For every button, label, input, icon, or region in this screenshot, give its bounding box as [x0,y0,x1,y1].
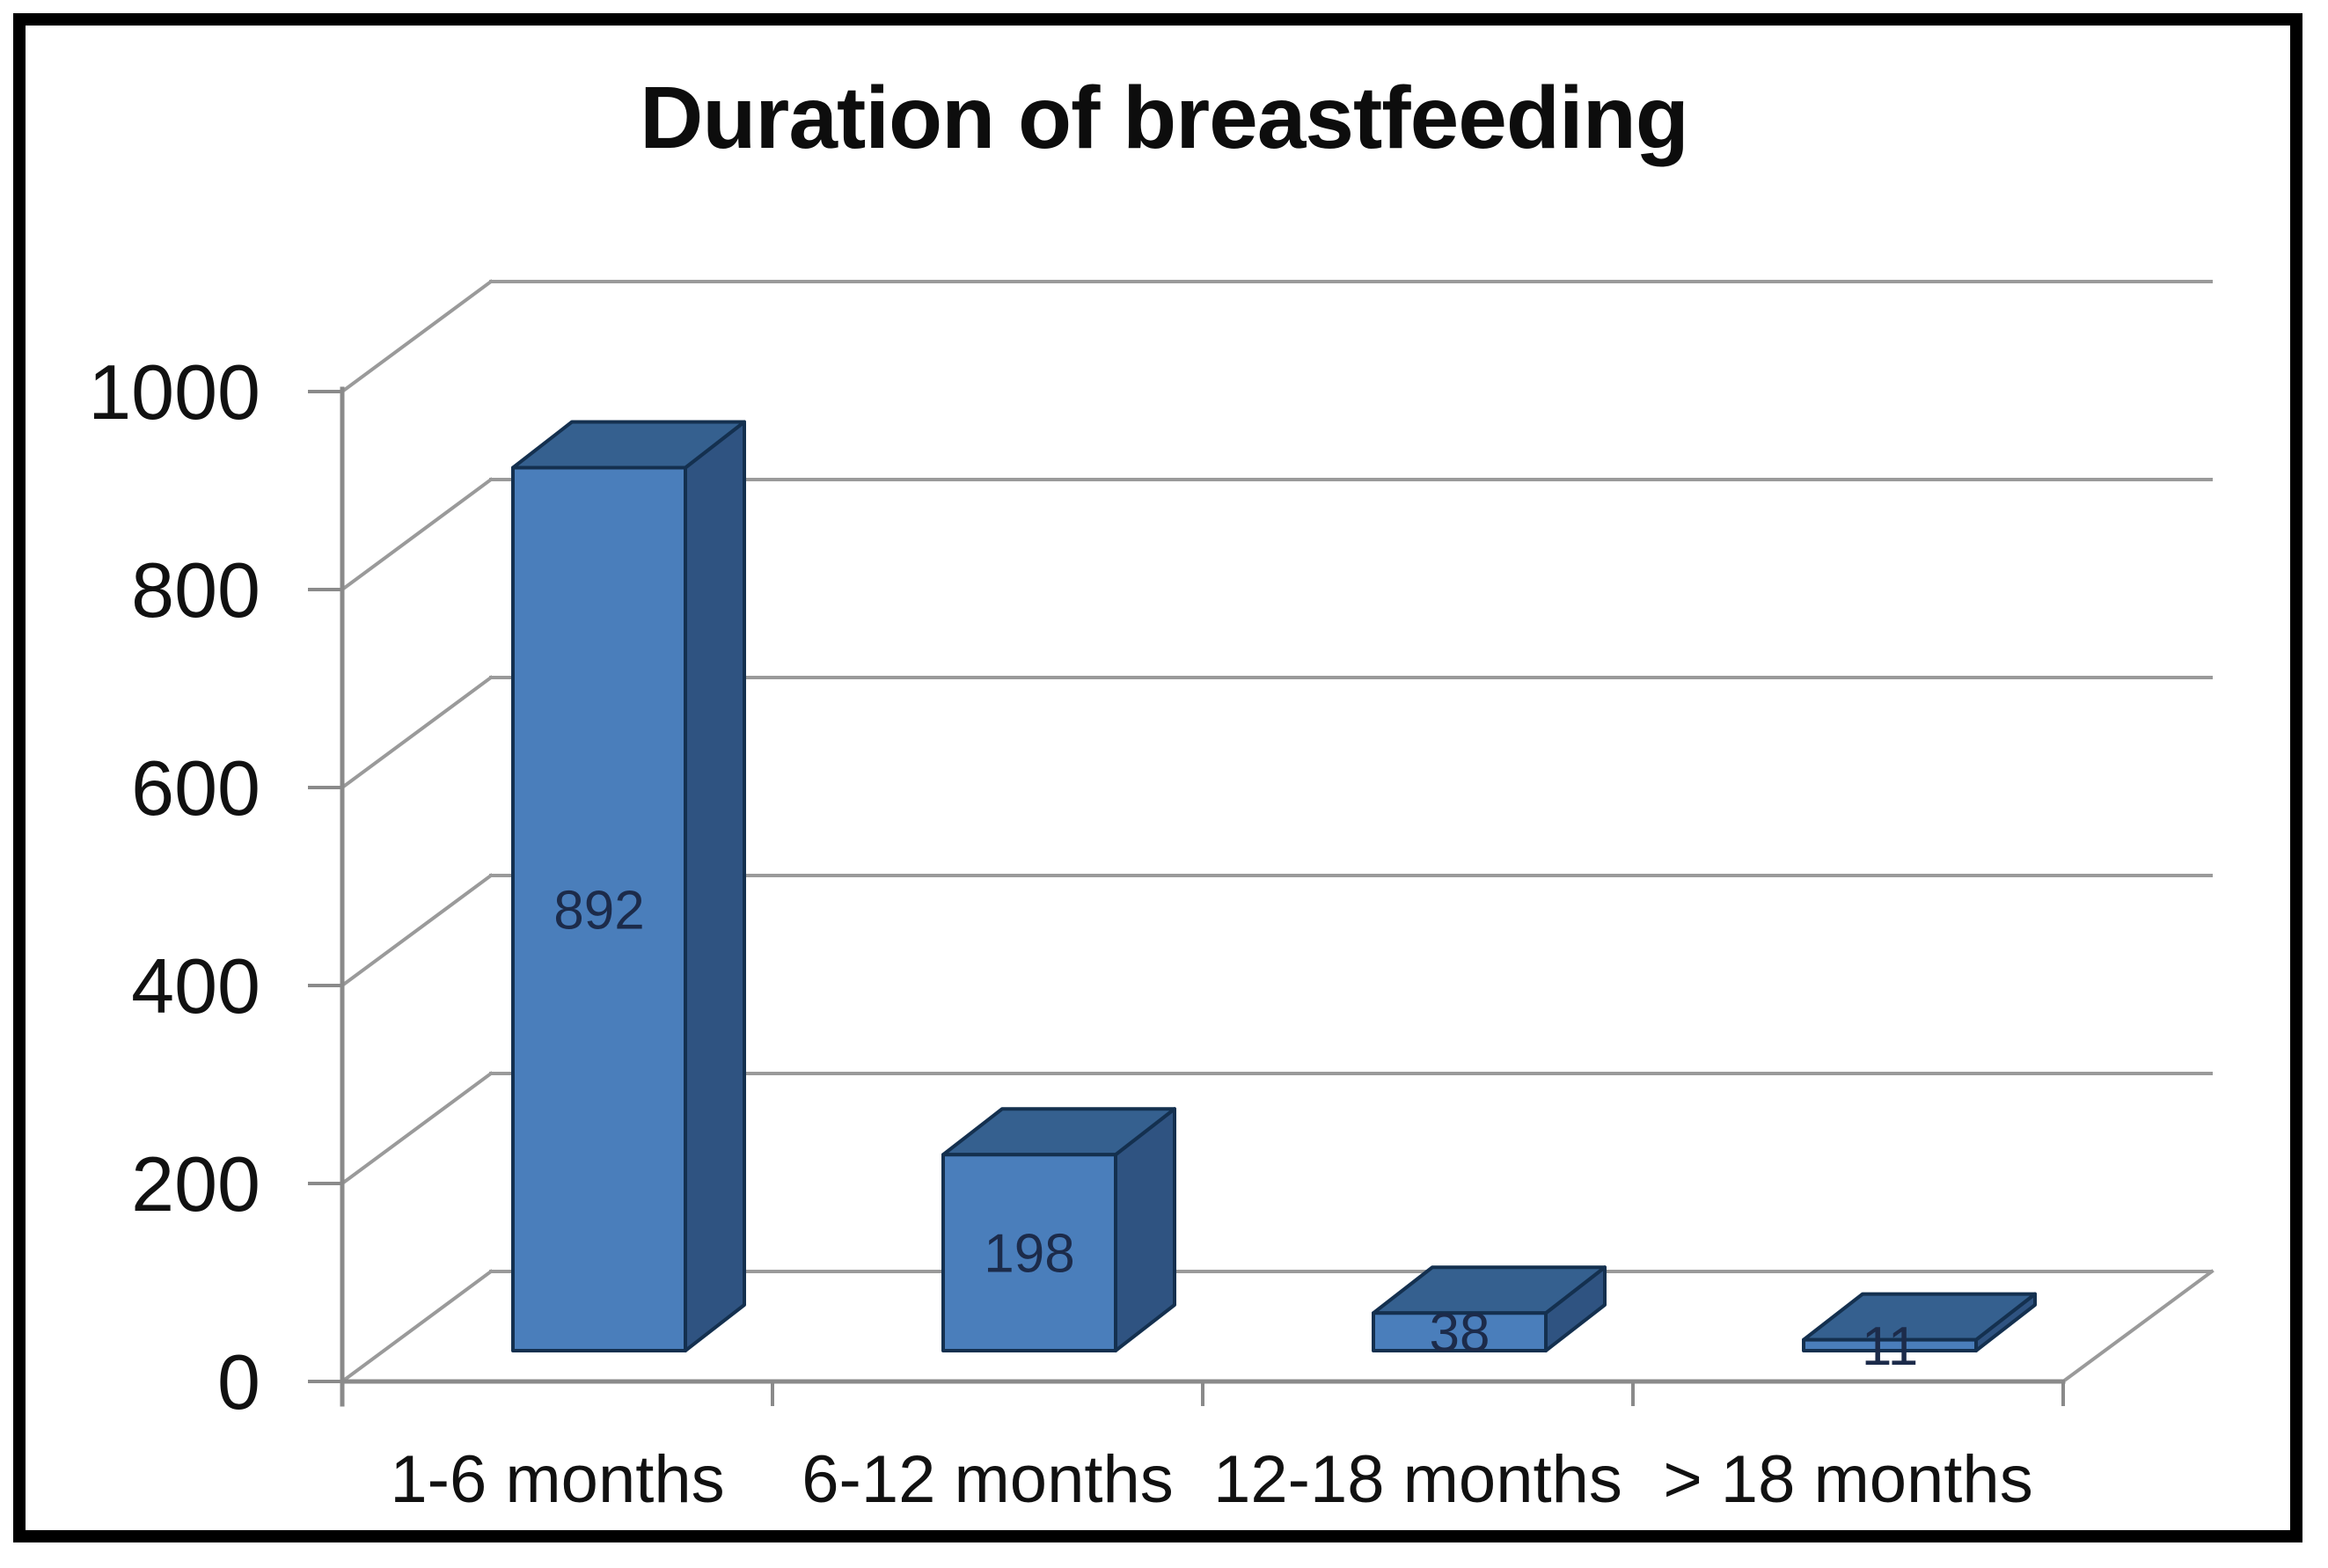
bar-value-label: 11 [1862,1316,1918,1377]
y-gridline-diagonal [340,873,494,988]
bar-front [1802,1337,1978,1352]
y-gridline-diagonal [340,675,494,790]
bar-front [511,465,687,1352]
floor-right-edge [2061,1269,2215,1384]
floor-left-edge [340,1269,494,1384]
bar-value-label: 198 [984,1224,1074,1285]
y-tick-label: 0 [217,1338,260,1425]
y-tick-label: 800 [131,546,260,634]
y-tick-label: 200 [131,1140,260,1227]
bar-value-label: 38 [1430,1303,1490,1364]
category-label: > 18 months [1663,1442,2032,1517]
y-gridline-diagonal [340,1071,494,1186]
bar-front [1372,1311,1548,1352]
y-gridline-diagonal [340,279,494,394]
y-tick-label: 600 [131,744,260,832]
y-gridline-diagonal [340,477,494,592]
category-label: 12-18 months [1213,1442,1622,1517]
bar-front [941,1153,1117,1352]
y-tick-label: 400 [131,942,260,1029]
bar-value-label: 892 [553,880,644,941]
category-label: 1-6 months [390,1442,724,1517]
y-tick-label: 1000 [88,348,260,436]
chart-title: Duration of breastfeeding [640,69,1689,167]
category-label: 6-12 months [802,1442,1173,1517]
bar-side [684,420,746,1352]
